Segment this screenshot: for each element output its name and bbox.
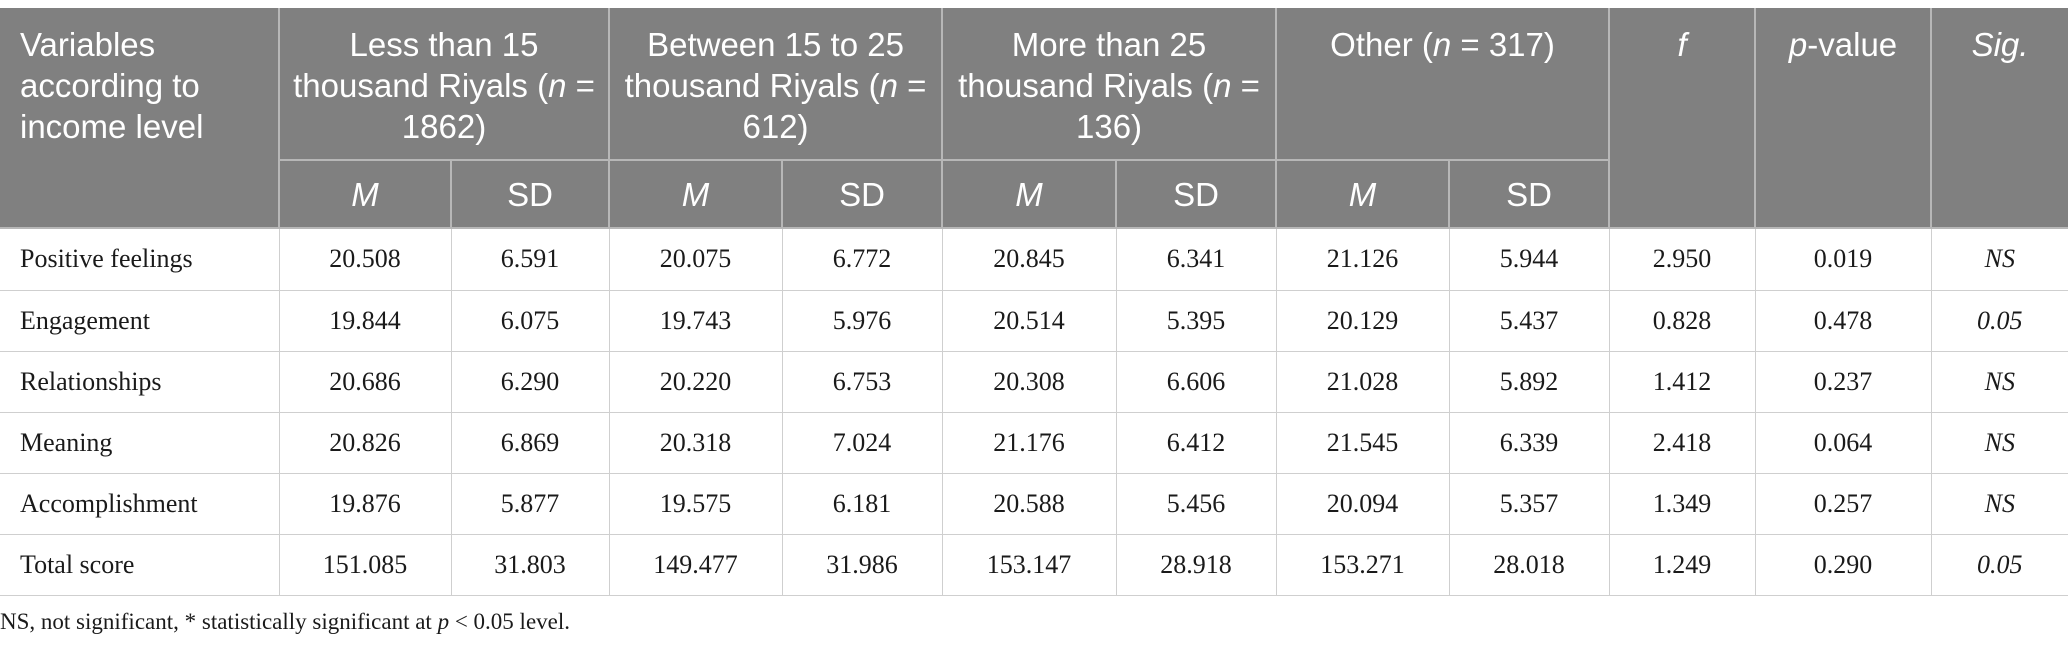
significance-cell: NS xyxy=(1931,473,2068,535)
table-cell: 20.845 xyxy=(942,228,1117,291)
table-cell: 0.478 xyxy=(1755,290,1932,352)
table-cell: 21.545 xyxy=(1276,412,1450,474)
table-cell: 6.772 xyxy=(782,228,943,291)
table-cell: 20.129 xyxy=(1276,290,1450,352)
table-cell: 20.508 xyxy=(279,228,452,291)
table-cell: 19.844 xyxy=(279,290,452,352)
table-cell: 0.257 xyxy=(1755,473,1932,535)
group-header-other: Other (n = 317) xyxy=(1276,8,1611,161)
significance-cell: NS xyxy=(1931,228,2068,291)
group-header-between-15-25: Between 15 to 25 thousand Riyals (n = 61… xyxy=(609,8,944,161)
table-cell: 6.869 xyxy=(451,412,610,474)
table-cell: 20.514 xyxy=(942,290,1117,352)
table-cell: 5.944 xyxy=(1449,228,1610,291)
f-header: f xyxy=(1609,8,1757,229)
table-cell: 2.418 xyxy=(1609,412,1756,474)
table-cell: 151.085 xyxy=(279,534,452,596)
table-cell: 6.075 xyxy=(451,290,610,352)
table-cell: 149.477 xyxy=(609,534,783,596)
m-header: M xyxy=(1276,160,1451,229)
table-cell: 5.395 xyxy=(1116,290,1277,352)
p-value-header: p-value xyxy=(1755,8,1933,229)
table-cell: 6.753 xyxy=(782,351,943,413)
variables-header: Variables according to income level xyxy=(0,8,280,229)
table-body: Positive feelings 20.508 6.591 20.075 6.772 2… xyxy=(0,228,2068,596)
table-cell: 5.892 xyxy=(1449,351,1610,413)
row-label: Accomplishment xyxy=(0,473,280,535)
significance-cell: 0.05 xyxy=(1931,534,2068,596)
income-level-results-table: Variables according to income level Less… xyxy=(0,8,2068,596)
sd-header: SD xyxy=(451,160,611,229)
table-row: Positive feelings 20.508 6.591 20.075 6.772 2… xyxy=(0,228,2068,291)
table-cell: 2.950 xyxy=(1609,228,1756,291)
table-cell: 20.826 xyxy=(279,412,452,474)
table-cell: 5.437 xyxy=(1449,290,1610,352)
table-cell: 5.456 xyxy=(1116,473,1277,535)
table-row: Meaning 20.826 6.869 20.318 7.024 21.176 6.412… xyxy=(0,412,2068,474)
table-cell: 20.318 xyxy=(609,412,783,474)
table-row: Accomplishment 19.876 5.877 19.575 6.181 20.5… xyxy=(0,473,2068,535)
m-header: M xyxy=(279,160,452,229)
table-cell: 19.743 xyxy=(609,290,783,352)
sd-header: SD xyxy=(1449,160,1611,229)
table-cell: 6.290 xyxy=(451,351,610,413)
table-cell: 20.588 xyxy=(942,473,1117,535)
table-cell: 21.126 xyxy=(1276,228,1450,291)
table-cell: 20.308 xyxy=(942,351,1117,413)
table-row: Total score 151.085 31.803 149.477 31.986 153… xyxy=(0,534,2068,596)
table-cell: 6.181 xyxy=(782,473,943,535)
results-table-container: Variables according to income level Less… xyxy=(0,8,2068,596)
table-cell: 0.064 xyxy=(1755,412,1932,474)
table-cell: 6.339 xyxy=(1449,412,1610,474)
row-label: Relationships xyxy=(0,351,280,413)
row-label: Total score xyxy=(0,534,280,596)
group-header-more-than-25: More than 25 thousand Riyals (n = 136) xyxy=(942,8,1278,161)
table-cell: 153.147 xyxy=(942,534,1117,596)
table-cell: 31.986 xyxy=(782,534,943,596)
table-cell: 20.686 xyxy=(279,351,452,413)
table-cell: 6.412 xyxy=(1116,412,1277,474)
row-label: Positive feelings xyxy=(0,228,280,291)
table-cell: 21.176 xyxy=(942,412,1117,474)
table-cell: 1.249 xyxy=(1609,534,1756,596)
m-header: M xyxy=(609,160,784,229)
table-cell: 153.271 xyxy=(1276,534,1450,596)
table-cell: 28.918 xyxy=(1116,534,1277,596)
row-label: Engagement xyxy=(0,290,280,352)
table-cell: 5.976 xyxy=(782,290,943,352)
table-row: Engagement 19.844 6.075 19.743 5.976 20.514 5.… xyxy=(0,290,2068,352)
table-cell: 20.094 xyxy=(1276,473,1450,535)
table-cell: 6.606 xyxy=(1116,351,1277,413)
table-cell: 1.412 xyxy=(1609,351,1756,413)
table-cell: 6.341 xyxy=(1116,228,1277,291)
significance-cell: NS xyxy=(1931,351,2068,413)
table-cell: 7.024 xyxy=(782,412,943,474)
table-cell: 21.028 xyxy=(1276,351,1450,413)
table-cell: 6.591 xyxy=(451,228,610,291)
table-cell: 31.803 xyxy=(451,534,610,596)
row-label: Meaning xyxy=(0,412,280,474)
table-cell: 5.357 xyxy=(1449,473,1610,535)
table-cell: 0.019 xyxy=(1755,228,1932,291)
table-cell: 19.876 xyxy=(279,473,452,535)
sd-header: SD xyxy=(1116,160,1278,229)
table-cell: 5.877 xyxy=(451,473,610,535)
significance-cell: 0.05 xyxy=(1931,290,2068,352)
table-row: Relationships 20.686 6.290 20.220 6.753 20.30… xyxy=(0,351,2068,413)
m-header: M xyxy=(942,160,1118,229)
table-cell: 28.018 xyxy=(1449,534,1610,596)
table-cell: 0.237 xyxy=(1755,351,1932,413)
table-cell: 0.828 xyxy=(1609,290,1756,352)
sd-header: SD xyxy=(782,160,944,229)
table-cell: 20.220 xyxy=(609,351,783,413)
table-cell: 19.575 xyxy=(609,473,783,535)
table-footnote: NS, not significant, * statistically sig… xyxy=(0,609,570,634)
table-cell: 0.290 xyxy=(1755,534,1932,596)
significance-cell: NS xyxy=(1931,412,2068,474)
sig-header: Sig. xyxy=(1931,8,2068,229)
table-cell: 20.075 xyxy=(609,228,783,291)
table-cell: 1.349 xyxy=(1609,473,1756,535)
group-header-less-than-15: Less than 15 thousand Riyals (n = 1862) xyxy=(279,8,611,161)
